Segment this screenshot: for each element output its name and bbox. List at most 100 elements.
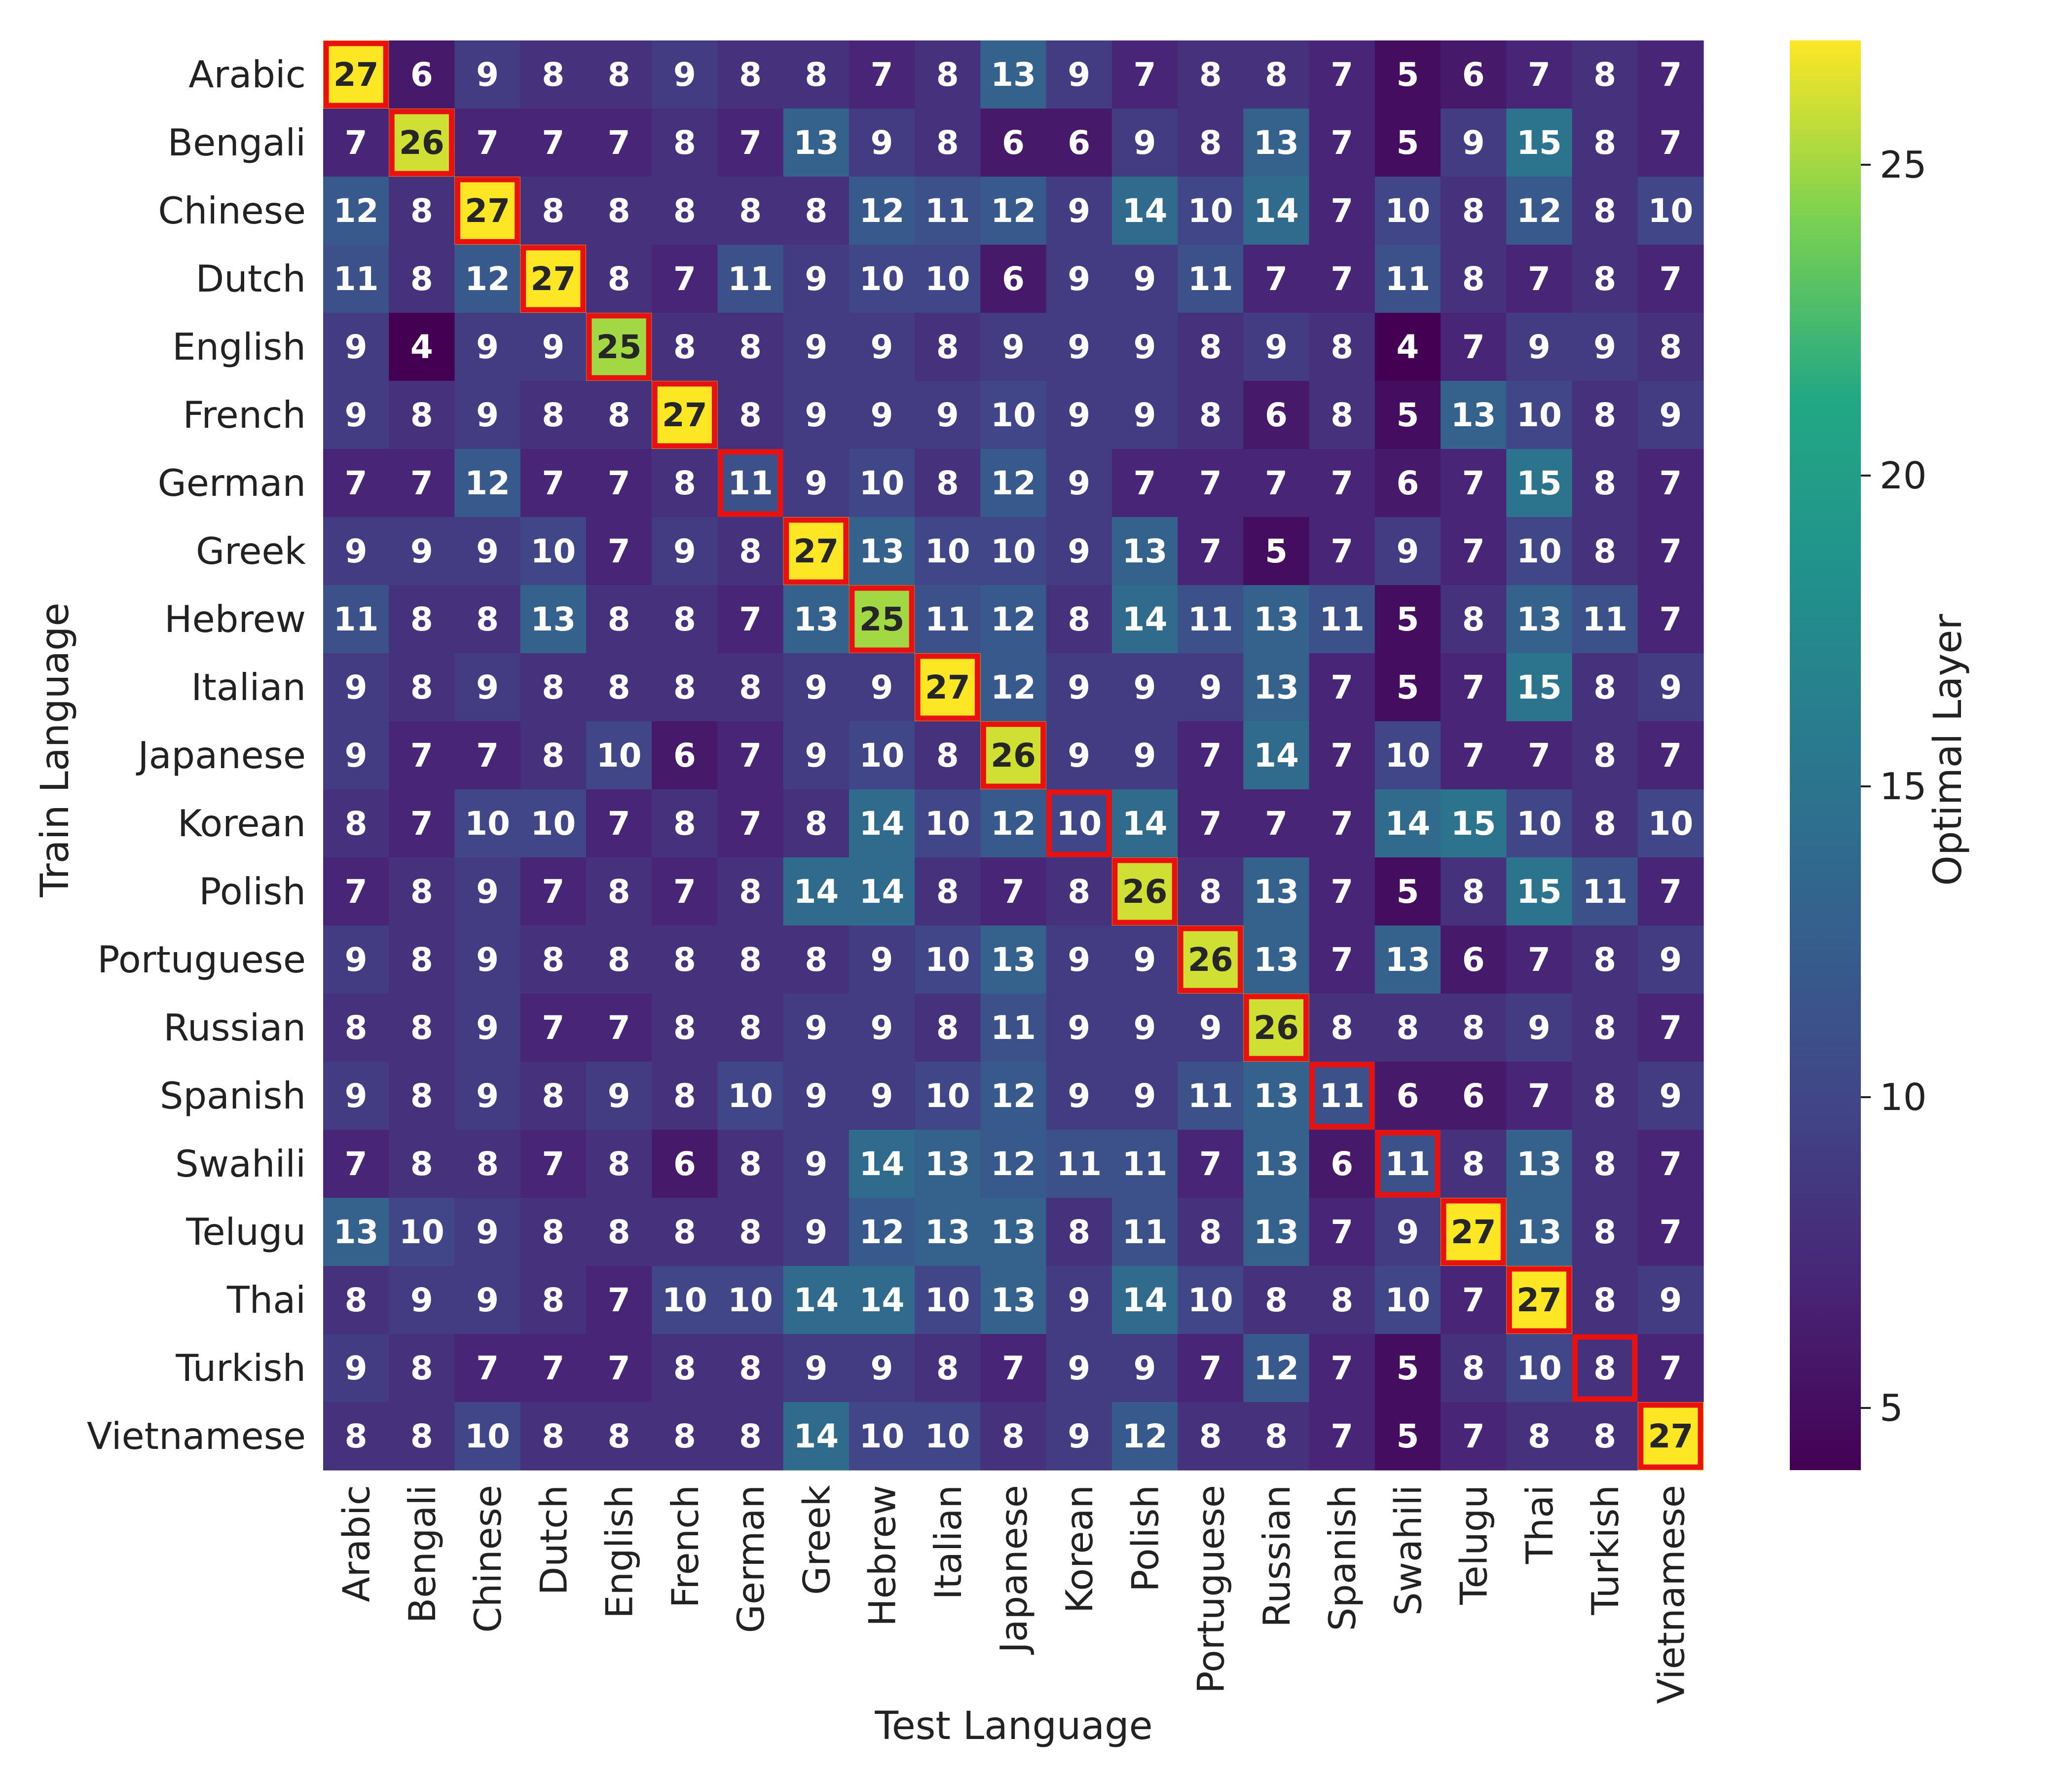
heatmap-cell bbox=[1572, 449, 1638, 518]
cell-value-label: 8 bbox=[805, 192, 827, 230]
heatmap-cell bbox=[1243, 925, 1310, 994]
cell-value-label: 7 bbox=[608, 1281, 630, 1319]
colorbar-tick-label: 20 bbox=[1880, 454, 1926, 497]
heatmap-cell bbox=[915, 1198, 981, 1266]
cell-value-label: 8 bbox=[739, 941, 762, 979]
heatmap-cell bbox=[1441, 1266, 1507, 1334]
heatmap-cell bbox=[1637, 585, 1704, 654]
heatmap-cell bbox=[1046, 585, 1112, 654]
heatmap-cell bbox=[783, 381, 850, 449]
diagonal-highlight-box bbox=[1572, 1334, 1638, 1402]
cell-value-label: 8 bbox=[410, 1145, 433, 1183]
heatmap-cell bbox=[1309, 449, 1375, 518]
cell-value-label: 8 bbox=[1593, 532, 1616, 570]
cell-value-label: 8 bbox=[542, 56, 564, 94]
heatmap-cell bbox=[1506, 381, 1573, 449]
cell-value-label: 8 bbox=[1659, 328, 1682, 366]
colorbar-label: Optimal Layer bbox=[1926, 614, 1970, 886]
heatmap-cell bbox=[323, 994, 389, 1062]
heatmap-cell bbox=[783, 177, 850, 245]
cell-value-label: 9 bbox=[1593, 328, 1616, 366]
cell-value-label: 5 bbox=[1396, 668, 1419, 706]
cell-value-label: 27 bbox=[1517, 1281, 1562, 1319]
heatmap-cell bbox=[389, 40, 455, 109]
y-tick-label: Polish bbox=[199, 870, 306, 913]
cell-value-label: 9 bbox=[345, 668, 368, 706]
cell-value-label: 8 bbox=[542, 1213, 564, 1251]
heatmap-cell bbox=[783, 994, 850, 1062]
heatmap-cell bbox=[652, 721, 718, 790]
cell-value-label: 8 bbox=[1199, 124, 1222, 162]
cell-value-label: 8 bbox=[1593, 260, 1616, 298]
heatmap-cell bbox=[1178, 1062, 1244, 1130]
heatmap-cell bbox=[1111, 313, 1178, 381]
cell-value-label: 9 bbox=[1659, 668, 1682, 706]
cell-value-label: 8 bbox=[739, 56, 762, 94]
heatmap-cell bbox=[454, 40, 521, 109]
cell-value-label: 11 bbox=[1188, 600, 1233, 638]
cell-value-label: 7 bbox=[542, 124, 564, 162]
cell-value-label: 13 bbox=[1122, 532, 1168, 570]
cell-value-label: 9 bbox=[345, 737, 368, 775]
heatmap-cell bbox=[1178, 313, 1244, 381]
cell-value-label: 8 bbox=[739, 1009, 762, 1047]
heatmap-cell bbox=[652, 1062, 718, 1130]
heatmap-cell bbox=[717, 517, 784, 586]
heatmap-cell bbox=[915, 109, 981, 177]
heatmap-cell bbox=[1243, 857, 1310, 926]
heatmap-cell bbox=[323, 857, 389, 926]
heatmap-cell bbox=[1243, 1266, 1310, 1334]
diagonal-highlight-box bbox=[1441, 1198, 1506, 1266]
heatmap-cell bbox=[849, 925, 915, 994]
heatmap-cell bbox=[915, 585, 981, 654]
heatmap-cell bbox=[849, 381, 915, 449]
cell-value-label: 9 bbox=[1134, 260, 1156, 298]
cell-value-label: 13 bbox=[793, 124, 839, 162]
heatmap-cell bbox=[783, 1266, 850, 1334]
cell-value-label: 6 bbox=[1462, 1077, 1485, 1115]
heatmap-cell bbox=[520, 1198, 587, 1266]
heatmap-cell bbox=[652, 925, 718, 994]
heatmap-cell bbox=[1441, 994, 1507, 1062]
colorbar-tick-label: 10 bbox=[1880, 1075, 1926, 1119]
cell-value-label: 8 bbox=[936, 1349, 959, 1387]
cell-value-label: 5 bbox=[1396, 600, 1419, 638]
cell-value-label: 9 bbox=[1068, 192, 1090, 230]
heatmap-cell bbox=[717, 1062, 784, 1130]
y-tick-label: Russian bbox=[163, 1006, 306, 1049]
cell-value-label: 9 bbox=[1134, 1077, 1156, 1115]
cell-value-label: 7 bbox=[1199, 464, 1222, 502]
cell-value-label: 8 bbox=[673, 1009, 696, 1047]
cell-value-label: 8 bbox=[410, 1009, 433, 1047]
cell-value-label: 8 bbox=[673, 1349, 696, 1387]
heatmap-cell bbox=[849, 109, 915, 177]
cell-value-label: 27 bbox=[333, 56, 379, 94]
heatmap-cell bbox=[520, 585, 587, 654]
heatmap-cell bbox=[389, 994, 455, 1062]
heatmap-cell bbox=[1374, 517, 1441, 586]
cell-value-label: 9 bbox=[476, 532, 499, 570]
cell-value-label: 8 bbox=[410, 1349, 433, 1387]
cell-value-label: 6 bbox=[1331, 1145, 1353, 1183]
cell-value-label: 7 bbox=[1528, 737, 1551, 775]
heatmap-cell bbox=[586, 721, 652, 790]
heatmap-cell bbox=[717, 313, 784, 381]
heatmap-cell bbox=[1111, 653, 1178, 722]
cell-value-label: 26 bbox=[1188, 941, 1233, 979]
cell-value-label: 11 bbox=[1582, 873, 1628, 911]
cell-value-label: 9 bbox=[805, 1145, 827, 1183]
cell-value-label: 13 bbox=[1385, 941, 1430, 979]
cell-value-label: 27 bbox=[925, 668, 970, 706]
heatmap-cell bbox=[1374, 245, 1441, 313]
cell-value-label: 7 bbox=[1659, 124, 1682, 162]
cell-value-label: 8 bbox=[1593, 1145, 1616, 1183]
heatmap-cell bbox=[1572, 1062, 1638, 1130]
heatmap-cell bbox=[980, 925, 1047, 994]
cell-value-label: 11 bbox=[1385, 1145, 1430, 1183]
y-axis-label: Train Language bbox=[33, 603, 77, 898]
heatmap-cell bbox=[454, 1198, 521, 1266]
heatmap-cell bbox=[454, 245, 521, 313]
heatmap-cell bbox=[1506, 1062, 1573, 1130]
heatmap-cell bbox=[1637, 109, 1704, 177]
